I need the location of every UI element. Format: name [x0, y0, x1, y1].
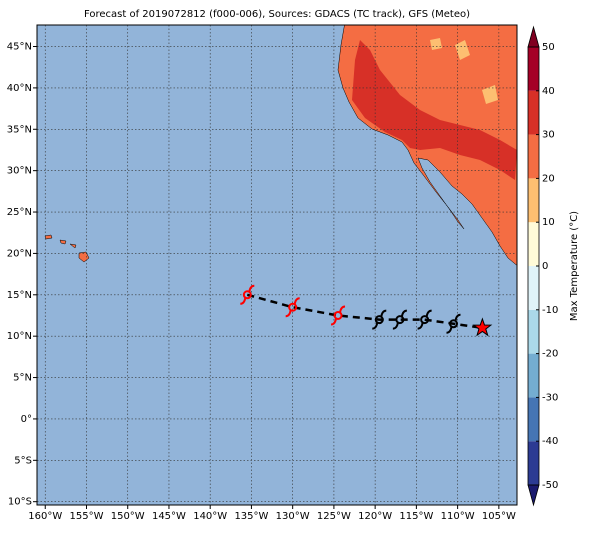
map-title: Forecast of 2019072812 (f000-006), Sourc…: [84, 9, 470, 20]
colorbar-band: [528, 90, 539, 135]
x-tick-label: 155°W: [69, 511, 103, 522]
colorbar-tick-label: -30: [542, 392, 558, 403]
colorbar-tick-label: -10: [542, 305, 558, 316]
x-tick-label: 110°W: [441, 511, 475, 522]
colorbar-tick-label: 50: [542, 42, 555, 53]
x-tick-label: 105°W: [482, 511, 516, 522]
y-tick-label: 10°N: [7, 331, 32, 342]
colorbar-band: [528, 397, 539, 442]
cyclone-symbol: [392, 309, 407, 330]
colorbar-tick-label: 10: [542, 217, 555, 228]
colorbar-band: [528, 309, 539, 354]
mild-region: [430, 38, 498, 104]
cyclone-symbol: [417, 309, 432, 330]
y-tick-label: 35°N: [7, 124, 32, 135]
colorbar-band: [528, 441, 539, 485]
cyclone-symbol: [330, 305, 346, 326]
x-tick-label: 140°W: [193, 511, 227, 522]
y-tick-label: 25°N: [7, 207, 32, 218]
colorbar-band: [528, 266, 539, 310]
colorbar-tick-label: 20: [542, 173, 555, 184]
colorbar: -50 -40 -30 -20 -10 0 10 20 30 40 50: [527, 25, 558, 507]
y-tick-label: 0°: [21, 414, 32, 425]
grid: [37, 25, 517, 505]
hawaii: [44, 234, 90, 263]
colorbar-tick-label: -50: [542, 480, 558, 491]
y-tick-label: 40°N: [7, 83, 32, 94]
y-tick-label: 5°N: [13, 373, 32, 384]
cyclone-symbol: [285, 297, 300, 318]
colorbar-band: [528, 47, 539, 91]
track-line: [246, 293, 483, 330]
colorbar-under: [527, 484, 540, 507]
colorbar-label: Max Temperature (°C): [569, 211, 580, 321]
x-tick-label: 125°W: [317, 511, 351, 522]
x-tick-label: 135°W: [234, 511, 268, 522]
y-tick-label: 20°N: [7, 248, 32, 259]
x-tick-label: 115°W: [399, 511, 433, 522]
x-tick-label: 130°W: [276, 511, 310, 522]
colorbar-band: [528, 178, 539, 223]
colorbar-tick-label: -40: [542, 436, 558, 447]
y-tick-label: 15°N: [7, 290, 32, 301]
colorbar-band: [528, 222, 539, 266]
colorbar-tick-label: 0: [542, 261, 548, 272]
x-tick-label: 120°W: [358, 511, 392, 522]
y-tick-label: 45°N: [7, 42, 32, 53]
y-tick-label: 5°S: [14, 455, 32, 466]
current-position: [472, 317, 493, 337]
y-tick-label: 30°N: [7, 166, 32, 177]
colorbar-tick-label: -20: [542, 349, 558, 360]
cyclone-symbol: [446, 313, 461, 334]
track: [240, 284, 493, 337]
colorbar-tick-label: 40: [542, 86, 555, 97]
colorbar-band: [528, 134, 539, 179]
x-tick-label: 160°W: [28, 511, 62, 522]
hot-region: [352, 40, 517, 180]
x-tick-label: 150°W: [111, 511, 145, 522]
cyclone-symbol: [240, 284, 255, 305]
land: [44, 25, 517, 266]
colorbar-band: [528, 353, 539, 398]
map-frame: [36, 24, 518, 506]
x-tick-label: 145°W: [152, 511, 186, 522]
colorbar-over: [527, 25, 540, 48]
colorbar-tick-label: 30: [542, 130, 555, 141]
cyclone-symbol: [372, 309, 387, 330]
y-tick-label: 10°S: [8, 497, 32, 508]
